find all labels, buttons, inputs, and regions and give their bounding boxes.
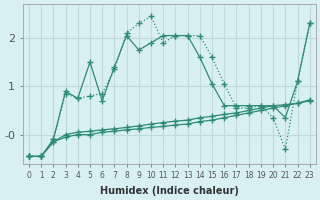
X-axis label: Humidex (Indice chaleur): Humidex (Indice chaleur): [100, 186, 239, 196]
